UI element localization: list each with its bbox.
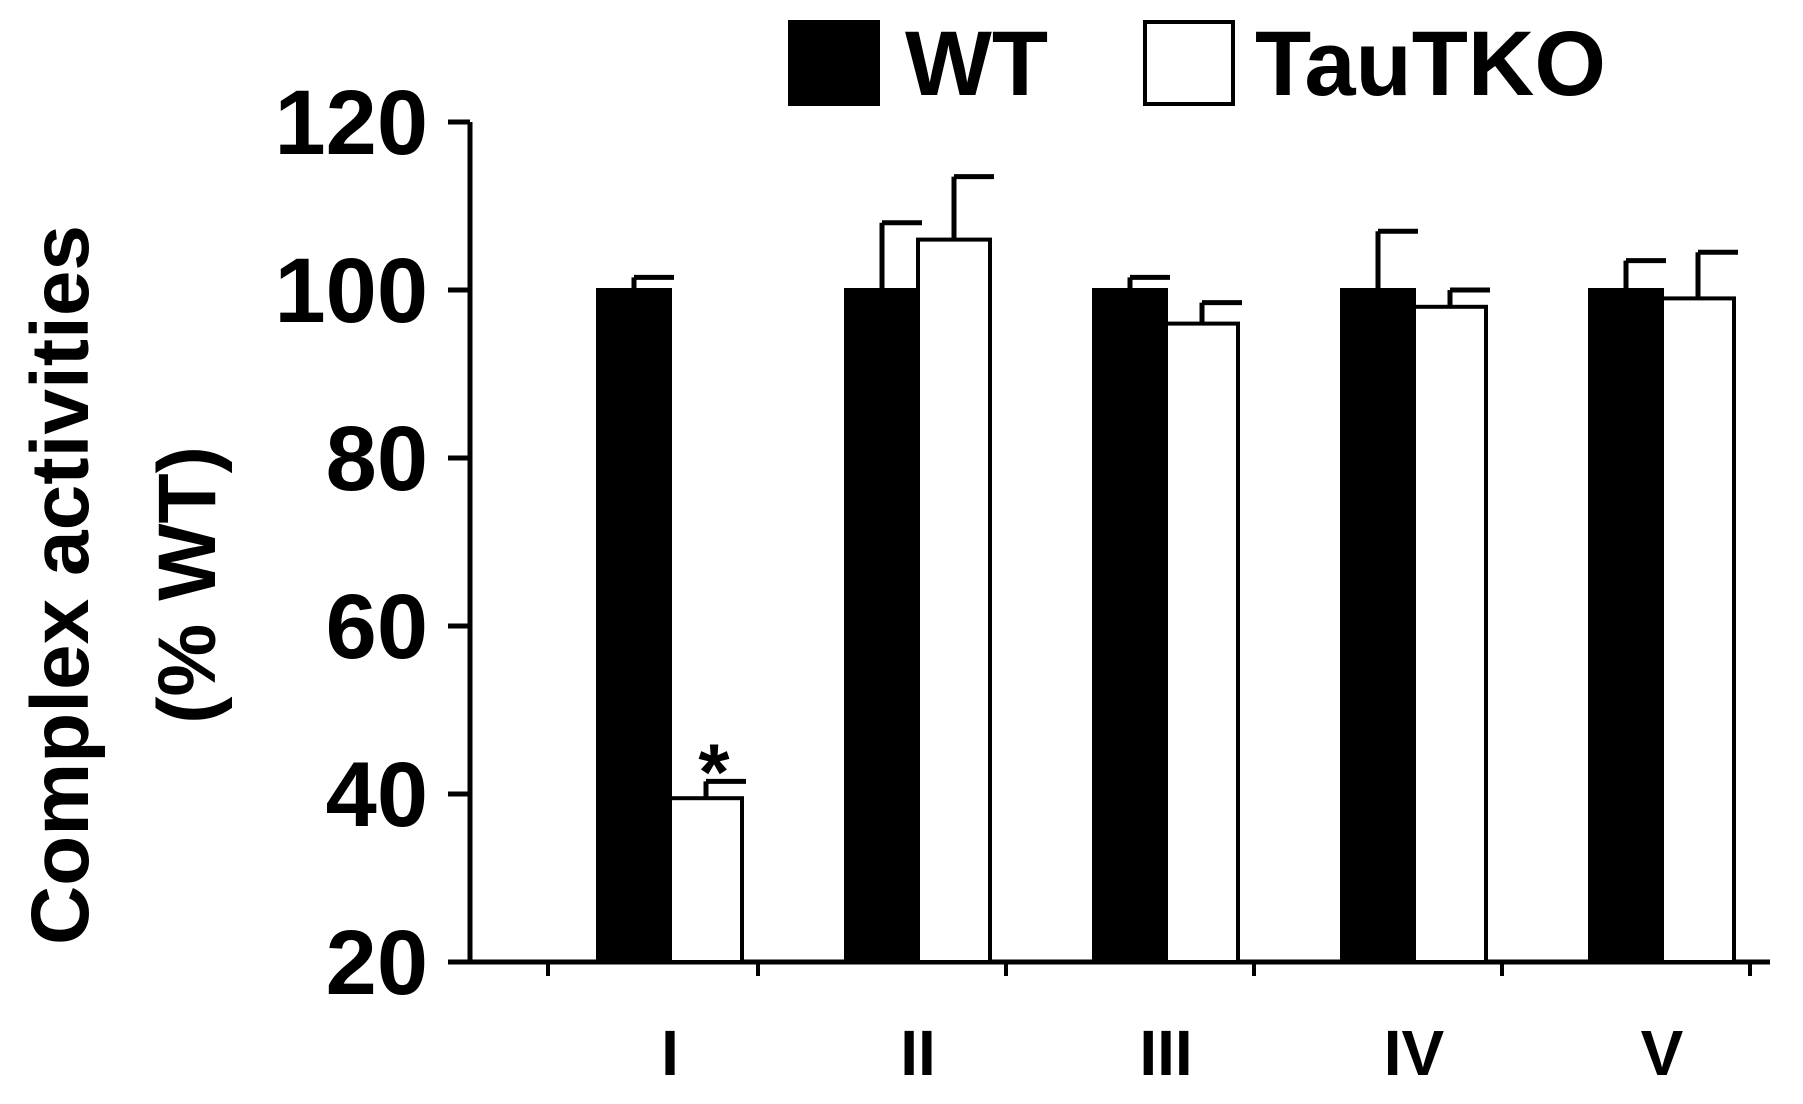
y-axis-title: Complex activities (% WT) — [15, 225, 233, 945]
x-tick-label: V — [1641, 1017, 1684, 1089]
legend: WT TauTKO — [788, 13, 1606, 115]
y-tick-label: 60 — [326, 576, 428, 678]
legend-label: WT — [905, 13, 1048, 115]
y-tick-label: 20 — [326, 912, 428, 1014]
bar-tautko-i — [668, 796, 744, 965]
bar-wt-iv — [1340, 288, 1416, 964]
x-tick-label: IV — [1384, 1017, 1445, 1089]
y-tick-label: 100 — [275, 240, 429, 342]
bar-tautko-iii — [1164, 321, 1240, 965]
legend-swatch-wt — [788, 20, 880, 106]
y-tick-label: 120 — [275, 72, 429, 174]
y-tick-label: 80 — [326, 408, 428, 510]
x-tick-label: I — [661, 1017, 679, 1089]
y-tick-label: 40 — [326, 744, 428, 846]
bar-wt-iii — [1092, 288, 1168, 964]
legend-swatch-tautko — [1143, 20, 1235, 106]
bars: * — [596, 174, 1738, 965]
significance-asterisk: * — [698, 727, 730, 816]
y-axis-unit: (% WT) — [142, 446, 233, 724]
y-axis-label: Complex activities — [15, 225, 106, 945]
legend-label: TauTKO — [1255, 13, 1606, 115]
bar-tautko-v — [1660, 296, 1736, 964]
bar-tautko-ii — [916, 237, 992, 965]
bar-wt-ii — [844, 288, 920, 964]
bar-wt-i — [596, 288, 672, 964]
x-tick-label: II — [900, 1017, 936, 1089]
x-tick-label: III — [1139, 1017, 1192, 1089]
bar-wt-v — [1588, 288, 1664, 964]
bar-tautko-iv — [1412, 304, 1488, 964]
